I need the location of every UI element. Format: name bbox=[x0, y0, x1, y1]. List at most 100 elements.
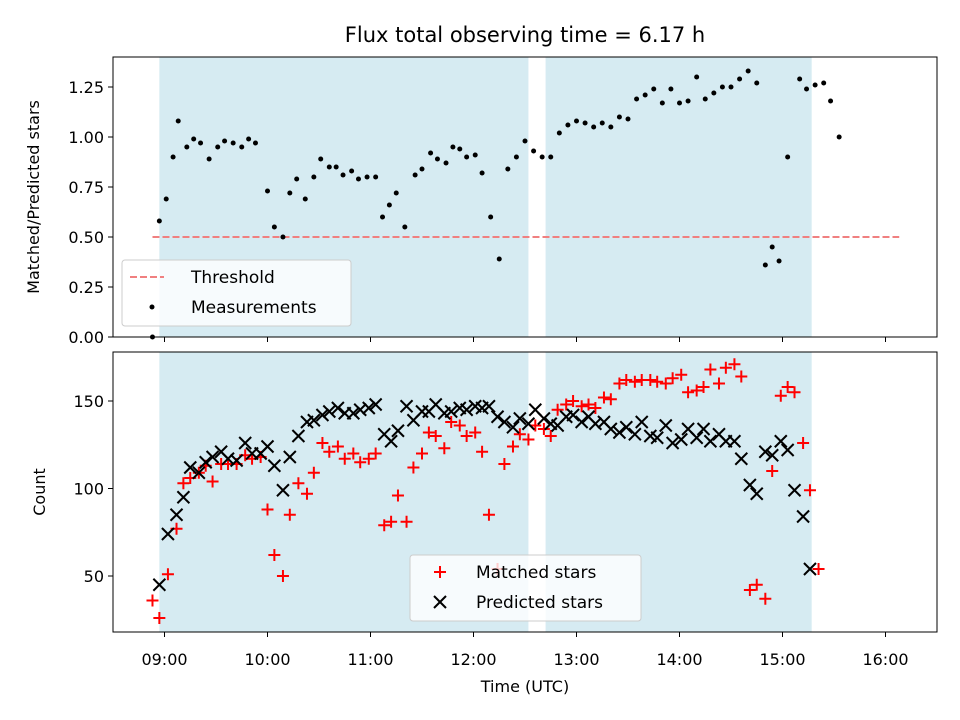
matched-star-point bbox=[513, 428, 526, 441]
matched-star-point bbox=[316, 437, 329, 449]
measurement-point bbox=[386, 202, 392, 208]
top-y-axis-ticks: 0.00 0.25 0.50 0.75 1.00 1.25 bbox=[68, 78, 113, 347]
measurement-point bbox=[443, 160, 449, 166]
predicted-star-point bbox=[703, 434, 718, 448]
predicted-star-point bbox=[169, 508, 184, 522]
top-x-axis-ticks bbox=[164, 337, 886, 342]
y-tick-label: 50 bbox=[84, 567, 104, 586]
y-tick-label: 0.00 bbox=[68, 328, 104, 347]
legend-matched-label: Matched stars bbox=[476, 563, 596, 583]
measurement-point bbox=[625, 116, 631, 122]
matched-star-point bbox=[628, 375, 641, 388]
matched-star-point bbox=[567, 395, 580, 407]
measurement-point bbox=[402, 224, 408, 230]
measurement-point bbox=[464, 154, 470, 160]
matched-star-point bbox=[774, 389, 787, 402]
matched-star-point bbox=[651, 375, 664, 388]
matched-star-point bbox=[675, 368, 688, 381]
y-tick-label: 1.25 bbox=[68, 78, 104, 97]
predicted-star-point bbox=[276, 483, 290, 497]
matched-star-point bbox=[283, 508, 296, 521]
matched-star-point bbox=[476, 445, 489, 458]
measurement-point bbox=[836, 134, 842, 140]
predicted-star-point bbox=[521, 417, 536, 431]
matched-star-point bbox=[750, 578, 763, 591]
predicted-star-point bbox=[566, 408, 580, 422]
matched-star-point bbox=[498, 458, 511, 470]
x-tick-label: 12:00 bbox=[450, 650, 496, 669]
predicted-star-point bbox=[192, 466, 206, 480]
matched-star-point bbox=[803, 484, 816, 497]
measurement-point bbox=[419, 166, 425, 172]
matched-star-point bbox=[354, 456, 367, 469]
measurement-point bbox=[548, 154, 554, 160]
matched-star-point bbox=[416, 447, 428, 460]
measurement-point bbox=[175, 118, 181, 124]
legend-measurements-swatch bbox=[149, 304, 155, 310]
predicted-star-point bbox=[198, 455, 213, 469]
measurement-point bbox=[719, 84, 725, 90]
predicted-star-point bbox=[774, 434, 788, 448]
measurement-point bbox=[711, 90, 717, 96]
x-tick-label: 10:00 bbox=[244, 650, 290, 669]
matched-star-point bbox=[422, 426, 435, 439]
legend-matched-swatch bbox=[434, 566, 446, 578]
matched-star-point bbox=[537, 423, 550, 435]
y-tick-label: 1.00 bbox=[68, 128, 104, 147]
predicted-star-point bbox=[283, 450, 297, 464]
matched-star-point bbox=[369, 447, 382, 460]
matched-star-point bbox=[560, 398, 573, 411]
predicted-star-point bbox=[743, 478, 757, 492]
matched-star-point bbox=[597, 391, 610, 404]
measurement-point bbox=[513, 154, 519, 160]
measurement-point bbox=[373, 174, 379, 180]
measurement-point bbox=[608, 124, 614, 130]
measurement-point bbox=[302, 196, 308, 202]
predicted-star-point bbox=[362, 401, 376, 415]
predicted-star-point bbox=[780, 443, 795, 457]
observing-interval-1 bbox=[545, 57, 812, 337]
predicted-star-point bbox=[291, 429, 306, 443]
measurement-point bbox=[428, 150, 434, 156]
measurement-point bbox=[355, 176, 361, 182]
legend-predicted-label: Predicted stars bbox=[476, 593, 603, 613]
predicted-star-point bbox=[506, 420, 520, 434]
predicted-star-point bbox=[803, 562, 817, 576]
measurement-point bbox=[457, 146, 463, 152]
predicted-star-point bbox=[796, 509, 810, 524]
matched-star-point bbox=[146, 594, 159, 607]
measurement-point bbox=[785, 154, 791, 160]
matched-star-point bbox=[788, 386, 801, 399]
measurement-point bbox=[294, 176, 300, 182]
measurement-point bbox=[230, 140, 236, 146]
measurement-point bbox=[222, 138, 228, 144]
measurement-point bbox=[634, 96, 640, 102]
measurement-point bbox=[591, 124, 597, 130]
matched-star-point bbox=[391, 489, 404, 502]
bottom-y-axis-ticks: 50 100 150 bbox=[73, 392, 113, 586]
bottom-y-axis-label: Count bbox=[30, 468, 49, 516]
measurement-point bbox=[812, 82, 818, 88]
matched-star-point bbox=[276, 570, 289, 582]
measurement-point bbox=[582, 120, 588, 126]
y-tick-label: 100 bbox=[73, 480, 104, 499]
matched-star-point bbox=[766, 465, 779, 477]
measurement-point bbox=[340, 172, 346, 178]
matched-star-point bbox=[177, 477, 190, 490]
measurement-point bbox=[311, 174, 317, 180]
predicted-star-point bbox=[315, 408, 330, 422]
measurement-point bbox=[412, 172, 418, 178]
matched-star-point bbox=[206, 475, 219, 488]
predicted-star-point bbox=[659, 418, 673, 433]
predicted-star-point bbox=[229, 453, 244, 468]
measurement-point bbox=[599, 120, 605, 126]
legend-measurements-label: Measurements bbox=[191, 298, 317, 318]
y-tick-label: 0.25 bbox=[68, 278, 104, 297]
measurement-point bbox=[239, 144, 245, 150]
matched-star-point bbox=[575, 400, 588, 413]
matched-star-point bbox=[697, 381, 710, 393]
matched-star-point bbox=[338, 452, 351, 465]
measurement-point bbox=[393, 190, 399, 196]
matched-star-point bbox=[812, 563, 825, 575]
